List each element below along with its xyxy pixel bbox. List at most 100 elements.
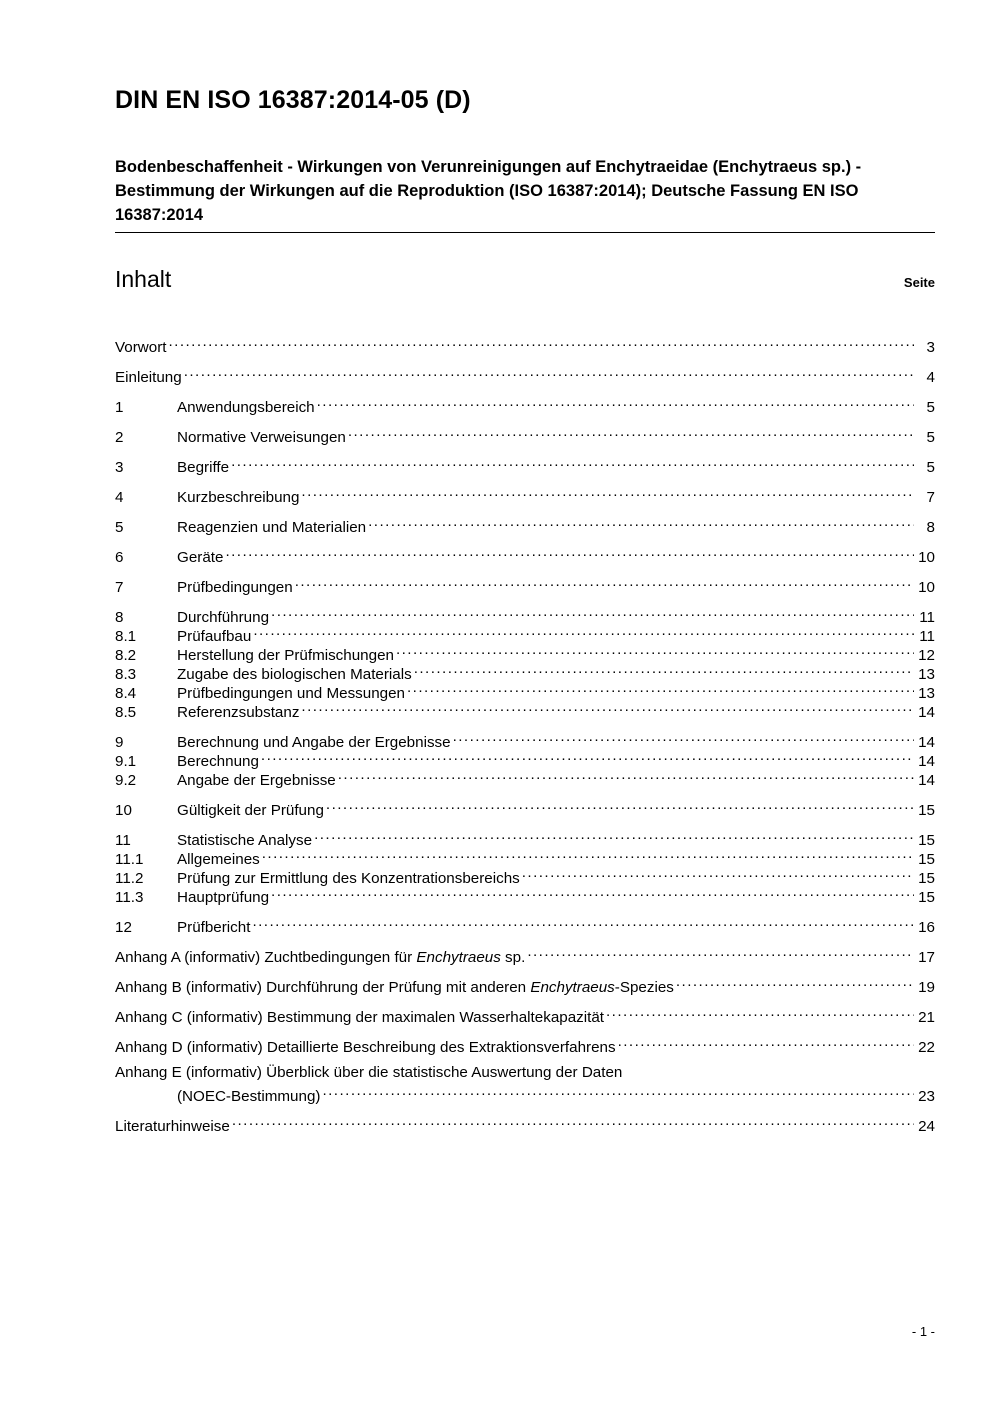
toc-entry[interactable]: 6 Geräte 10 [115,543,935,566]
toc-entry[interactable]: Einleitung 4 [115,363,935,386]
toc-entry-number: 12 [115,919,132,936]
toc-annex-entry-line1[interactable]: Anhang E (informativ) Überblick über die… [115,1063,935,1082]
toc-entry-page-number: 5 [926,459,935,476]
toc-entry[interactable]: 11.1 Allgemeines 15 [115,845,935,868]
toc-entry[interactable]: 5 Reagenzien und Materialien 8 [115,513,935,536]
toc-entry-label: Anhang C (informativ) Bestimmung der max… [115,1009,605,1026]
toc-entry-number: 8.4 [115,685,137,702]
toc-entry-label: Durchführung [177,609,270,626]
toc-entry-page-number: 15 [918,889,935,906]
toc-entry-label: Geräte [177,549,224,566]
toc-entry-page-number: 24 [918,1118,935,1135]
toc-entry[interactable]: 10 Gültigkeit der Prüfung 15 [115,796,935,819]
toc-entry-page-number: 22 [918,1039,935,1056]
toc-references-entry[interactable]: Literaturhinweise 24 [115,1112,935,1135]
toc-entry-number: 8 [115,609,124,626]
toc-entry[interactable]: Vorwort 3 [115,333,935,356]
toc-dot-leader [271,603,914,622]
toc-entry[interactable]: 7 Prüfbedingungen 10 [115,573,935,596]
toc-entry-number: 9 [115,734,124,751]
toc-dot-leader [232,1112,914,1131]
toc-annex-entry[interactable]: Anhang C (informativ) Bestimmung der max… [115,1003,935,1026]
toc-entry[interactable]: 8.2 Herstellung der Prüfmischungen 12 [115,641,935,664]
toc-entry-label: Gültigkeit der Prüfung [177,802,324,819]
toc-entry-label: Literaturhinweise [115,1118,230,1135]
toc-dot-leader [322,1082,914,1101]
toc-entry-page-number: 13 [918,666,935,683]
document-subtitle: Bodenbeschaffenheit - Wirkungen von Veru… [115,158,862,224]
toc-entry-number: 3 [115,459,124,476]
toc-entry[interactable]: 2 Normative Verweisungen 5 [115,423,935,446]
toc-entry-number: 10 [115,802,132,819]
toc-entry-label: Herstellung der Prüfmischungen [177,647,394,664]
toc-entry-label: Anhang E (informativ) Überblick über die… [115,1064,623,1081]
toc-entry[interactable]: 8 Durchführung 11 [115,603,935,626]
toc-dot-leader [271,883,914,902]
toc-annex-entry[interactable]: Anhang B (informativ) Durchführung der P… [115,973,935,996]
toc-dot-leader [169,333,915,352]
toc-entry-label: Normative Verweisungen [177,429,346,446]
toc-entry[interactable]: 9.1 Berechnung 14 [115,747,935,770]
toc-entry-page-number: 14 [918,734,935,751]
toc-entry-label: Vorwort [115,339,167,356]
toc-entry-number: 8.5 [115,704,137,721]
toc-entry-label: (NOEC-Bestimmung) [177,1088,321,1105]
toc-entry-label: Anhang D (informativ) Detaillierte Besch… [115,1039,616,1056]
toc-entry[interactable]: 9.2 Angabe der Ergebnisse 14 [115,766,935,789]
toc-entry-label: Prüfbericht [177,919,251,936]
toc-entry[interactable]: 11.2 Prüfung zur Ermittlung des Konzentra… [115,864,935,887]
toc-entry-page-number: 7 [926,489,935,506]
toc-entry-number: 8.2 [115,647,137,664]
toc-entry-number: 8.3 [115,666,137,683]
toc-annex-entry[interactable]: Anhang A (informativ) Zuchtbedingungen f… [115,943,935,966]
toc-entry-label: Einleitung [115,369,182,386]
toc-dot-leader [295,573,914,592]
toc-dot-leader [252,913,914,932]
toc-dot-leader [527,943,914,962]
toc-dot-leader [261,747,914,766]
toc-entry-number: 7 [115,579,124,596]
toc-dot-leader [407,679,914,698]
toc-entry-page-number: 10 [918,579,935,596]
toc-entry-label: Prüfbedingungen [177,579,293,596]
toc-dot-leader [317,393,914,412]
toc-entry-page-number: 4 [926,369,935,386]
toc-annex-entry[interactable]: Anhang D (informativ) Detaillierte Besch… [115,1033,935,1056]
toc-entry-label: Kurzbeschreibung [177,489,300,506]
toc-dot-leader [676,973,914,992]
toc-entry[interactable]: 4 Kurzbeschreibung 7 [115,483,935,506]
toc-entry[interactable]: 8.3 Zugabe des biologischen Materials 13 [115,660,935,683]
toc-annex-entry-line2[interactable]: (NOEC-Bestimmung) 23 [115,1082,935,1105]
toc-entry-page-number: 5 [926,399,935,416]
toc-dot-leader [231,453,914,472]
toc-entry-label: Begriffe [177,459,230,476]
toc-entry-page-number: 12 [918,647,935,664]
toc-entry-number: 8.1 [115,628,137,645]
toc-entry-page-number: 8 [926,519,935,536]
header-divider [115,232,935,233]
toc-entry-label: Anwendungsbereich [177,399,315,416]
toc-entry[interactable]: 8.5 Referenzsubstanz 14 [115,698,935,721]
toc-dot-leader [338,766,914,785]
toc-entry-page-number: 15 [918,802,935,819]
toc-entry-label: Anhang A (informativ) Zuchtbedingungen f… [115,949,526,966]
toc-entry[interactable]: 1 Anwendungsbereich 5 [115,393,935,416]
toc-entry-page-number: 14 [918,753,935,770]
toc-entry-page-number: 15 [918,870,935,887]
toc-entry[interactable]: 12 Prüfbericht 16 [115,913,935,936]
toc-entry[interactable]: 3 Begriffe 5 [115,453,935,476]
toc-dot-leader [225,543,914,562]
toc-entry-page-number: 3 [926,339,935,356]
toc-entry-label: Hauptprüfung [177,889,270,906]
toc-entry-page-number: 10 [918,549,935,566]
toc-entry[interactable]: 11.3 Hauptprüfung 15 [115,883,935,906]
toc-entry[interactable]: 8.1 Prüfaufbau 11 [115,622,935,645]
toc-entry-label: Allgemeines [177,851,260,868]
toc-entry-number: 9.2 [115,772,137,789]
toc-entry-page-number: 21 [918,1009,935,1026]
toc-entry-label: Reagenzien und Materialien [177,519,367,536]
toc-entry-page-number: 5 [926,429,935,446]
